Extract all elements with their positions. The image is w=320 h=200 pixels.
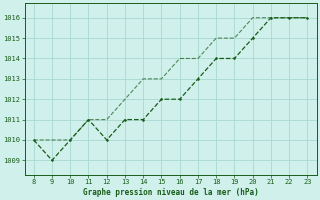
X-axis label: Graphe pression niveau de la mer (hPa): Graphe pression niveau de la mer (hPa) bbox=[83, 188, 259, 197]
